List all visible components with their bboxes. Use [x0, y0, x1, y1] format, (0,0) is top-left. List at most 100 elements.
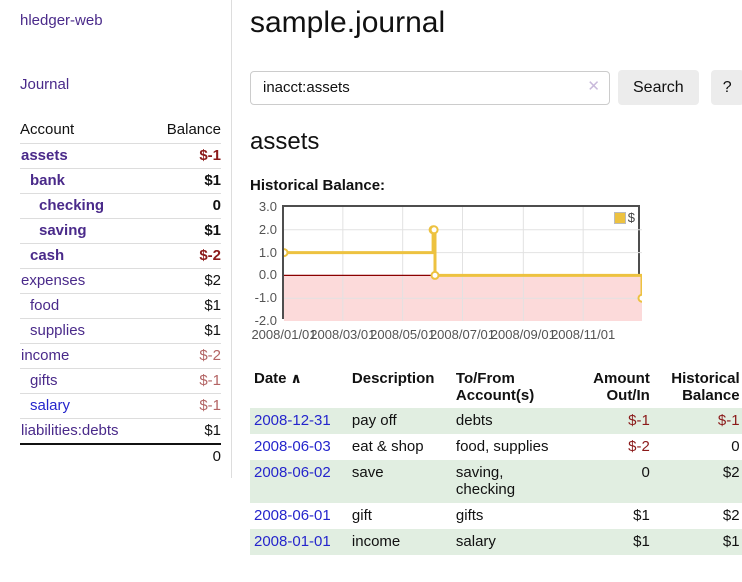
- accounts-header-balance: Balance: [149, 119, 221, 144]
- account-balance: $1: [149, 418, 221, 445]
- account-row: gifts $-1: [20, 368, 221, 394]
- column-header-amount: Amount Out/In: [593, 370, 650, 404]
- y-axis-tick-label: -1.0: [254, 290, 277, 306]
- x-axis-tick-label: 2008/07/01: [429, 327, 496, 342]
- transaction-row: 2008-06-03 eat & shop food, supplies $-2 0: [250, 434, 742, 460]
- x-axis-tick-label: 2008/11/01: [551, 327, 616, 342]
- account-link-bank[interactable]: bank: [30, 172, 66, 189]
- transaction-row: 2008-12-31 pay off debts $-1 $-1: [250, 408, 742, 434]
- transaction-accounts: food, supplies: [455, 438, 549, 455]
- accounts-table: Account Balance assets $-1 bank $1 checking 0…: [20, 119, 221, 468]
- register-header-row: Date ∧ Description To/From Account(s) Amo…: [250, 367, 742, 408]
- account-link-cash[interactable]: cash: [30, 247, 65, 264]
- transaction-date-link[interactable]: 2008-01-01: [254, 533, 331, 550]
- transaction-description: income: [351, 533, 401, 550]
- transaction-row: 2008-01-01 income salary $1 $1: [250, 529, 742, 555]
- column-header-date[interactable]: Date ∧: [254, 370, 302, 387]
- transaction-balance: $1: [722, 533, 740, 550]
- account-link-checking[interactable]: checking: [39, 197, 105, 214]
- account-row: expenses $2: [20, 268, 221, 294]
- historical-balance-chart: $ 3.0 2.0 1.0 0.0 -1.0 -2.0 2008/01/01 2008/03/…: [250, 199, 690, 346]
- transaction-balance: $-1: [717, 412, 740, 429]
- account-row: cash $-2: [20, 243, 221, 269]
- accounts-header-account: Account: [20, 119, 150, 144]
- account-balance: $1: [149, 168, 221, 194]
- transaction-date-link[interactable]: 2008-06-03: [254, 438, 331, 455]
- x-axis-tick-label: 2008/01/01: [251, 327, 317, 342]
- account-row: assets $-1: [20, 143, 221, 169]
- account-balance: $1: [149, 218, 221, 244]
- clear-search-icon[interactable]: ✕: [587, 77, 600, 95]
- account-link-gifts[interactable]: gifts: [30, 372, 58, 389]
- account-link-income[interactable]: income: [21, 347, 70, 364]
- transaction-accounts: saving, checking: [455, 464, 516, 498]
- y-axis-tick-label: 0.0: [258, 267, 277, 283]
- transaction-date-link[interactable]: 2008-06-02: [254, 464, 331, 481]
- account-row: income $-2: [20, 343, 221, 369]
- sidebar-item-journal[interactable]: Journal: [20, 76, 70, 93]
- transaction-description: save: [351, 464, 384, 481]
- account-balance: $-2: [149, 343, 221, 369]
- account-row: bank $1: [20, 168, 221, 194]
- account-balance: 0: [149, 193, 221, 219]
- transaction-amount: 0: [641, 464, 650, 481]
- search-input[interactable]: [250, 70, 610, 105]
- y-axis-tick-label: 1.0: [258, 244, 277, 260]
- chart-legend: $: [613, 210, 635, 225]
- column-header-description: Description: [351, 370, 435, 387]
- accounts-total-balance: 0: [149, 443, 221, 468]
- search-button[interactable]: Search: [618, 70, 699, 105]
- transaction-accounts: salary: [455, 533, 496, 550]
- page-title: sample.journal: [250, 6, 446, 39]
- transaction-date-link[interactable]: 2008-06-01: [254, 507, 331, 524]
- transaction-row: 2008-06-02 save saving, checking 0 $2: [250, 460, 742, 503]
- account-row: saving $1: [20, 218, 221, 244]
- x-axis-tick-label: 2008/05/01: [370, 327, 436, 342]
- y-axis-tick-label: 2.0: [258, 221, 277, 237]
- account-link-saving[interactable]: saving: [39, 222, 87, 239]
- account-link-liabilities-debts[interactable]: liabilities:debts: [21, 422, 119, 439]
- transaction-balance: 0: [731, 438, 740, 455]
- transaction-accounts: gifts: [455, 507, 484, 524]
- account-link-expenses[interactable]: expenses: [21, 272, 86, 289]
- transaction-accounts: debts: [455, 412, 493, 429]
- x-axis-tick-label: 2008/03/01: [310, 327, 376, 342]
- transaction-balance: $2: [722, 507, 740, 524]
- brand-link[interactable]: hledger-web: [20, 12, 103, 29]
- y-axis-tick-label: 3.0: [258, 199, 277, 214]
- chart-plot-area[interactable]: $: [282, 205, 642, 321]
- transaction-date-link[interactable]: 2008-12-31: [254, 412, 331, 429]
- account-balance: $-1: [149, 368, 221, 394]
- transaction-amount: $-2: [628, 438, 650, 455]
- account-balance: $1: [149, 293, 221, 319]
- account-row: checking 0: [20, 193, 221, 219]
- transaction-description: pay off: [351, 412, 397, 429]
- transaction-description: gift: [351, 507, 372, 524]
- x-axis-tick-label: 2008/09/01: [490, 327, 556, 342]
- account-row: supplies $1: [20, 318, 221, 344]
- account-row: liabilities:debts $1: [20, 418, 221, 445]
- account-link-salary[interactable]: salary: [30, 397, 71, 414]
- account-balance: $2: [149, 268, 221, 294]
- transaction-description: eat & shop: [351, 438, 424, 455]
- account-link-assets[interactable]: assets: [21, 147, 68, 164]
- main-content: sample.journal ✕ Search ? assets Histori…: [232, 0, 742, 555]
- account-balance: $-2: [149, 243, 221, 269]
- account-row: salary $-1: [20, 393, 221, 419]
- account-balance: $-1: [149, 393, 221, 419]
- column-header-balance: Historical Balance: [671, 370, 740, 404]
- account-balance: $1: [149, 318, 221, 344]
- search-form: ✕ Search ?: [250, 70, 742, 105]
- account-balance: $-1: [149, 143, 221, 169]
- accounts-total-row: 0: [20, 443, 221, 468]
- transaction-amount: $1: [633, 507, 650, 524]
- chart-title: Historical Balance:: [250, 177, 386, 194]
- transaction-balance: $2: [722, 464, 740, 481]
- sidebar-nav: Journal: [20, 76, 221, 93]
- search-input-wrap: ✕: [250, 70, 610, 105]
- account-row: food $1: [20, 293, 221, 319]
- help-button[interactable]: ?: [710, 70, 742, 105]
- account-link-food[interactable]: food: [30, 297, 60, 314]
- legend-swatch-icon: [613, 211, 626, 224]
- account-link-supplies[interactable]: supplies: [30, 322, 86, 339]
